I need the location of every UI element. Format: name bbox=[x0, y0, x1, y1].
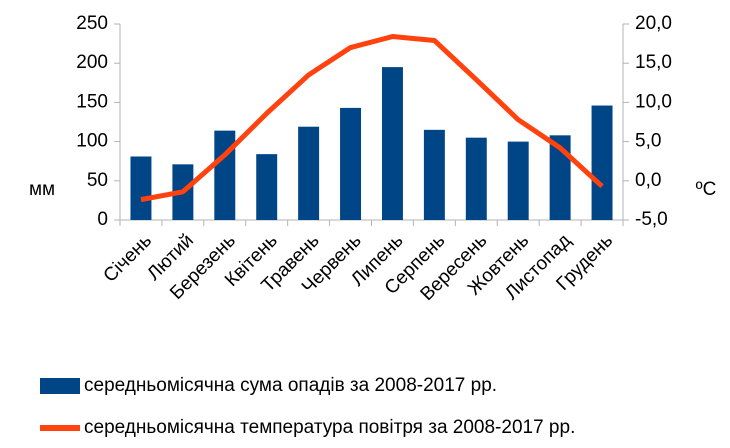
bar bbox=[423, 129, 445, 220]
bar bbox=[381, 67, 403, 221]
bar bbox=[256, 154, 278, 220]
y-tick-label: 150 bbox=[76, 91, 108, 112]
temperature-line bbox=[140, 34, 604, 203]
legend-swatch bbox=[40, 425, 80, 431]
y2-tick-label: 20,0 bbox=[635, 13, 672, 34]
legend-label: середньомісячна сума опадів за 2008-2017… bbox=[84, 375, 497, 396]
bar bbox=[298, 126, 320, 220]
bar bbox=[214, 130, 236, 220]
y2-tick-label: 15,0 bbox=[635, 52, 672, 73]
y2-tick-label: -5,0 bbox=[635, 209, 668, 230]
y-tick-label: 250 bbox=[76, 13, 108, 34]
bar bbox=[130, 156, 152, 220]
y-tick-label: 200 bbox=[76, 52, 108, 73]
y2-tick-label: 5,0 bbox=[635, 131, 661, 152]
y-axis-label: мм bbox=[29, 179, 55, 200]
y-tick-label: 100 bbox=[76, 131, 108, 152]
bar bbox=[549, 135, 571, 220]
y2-axis-label: ºC bbox=[696, 179, 717, 200]
bar bbox=[340, 107, 362, 220]
legend-swatch bbox=[40, 378, 80, 394]
y-tick-label: 50 bbox=[87, 170, 108, 191]
bar bbox=[465, 137, 487, 220]
y2-tick-label: 10,0 bbox=[635, 91, 672, 112]
legend-label: середньомісячна температура повітря за 2… bbox=[84, 417, 575, 438]
y2-tick-label: 0,0 bbox=[635, 170, 661, 191]
y-tick-label: 0 bbox=[97, 209, 108, 230]
x-tick-label: Січень bbox=[100, 230, 156, 286]
bar bbox=[591, 105, 613, 220]
bar bbox=[507, 141, 529, 220]
